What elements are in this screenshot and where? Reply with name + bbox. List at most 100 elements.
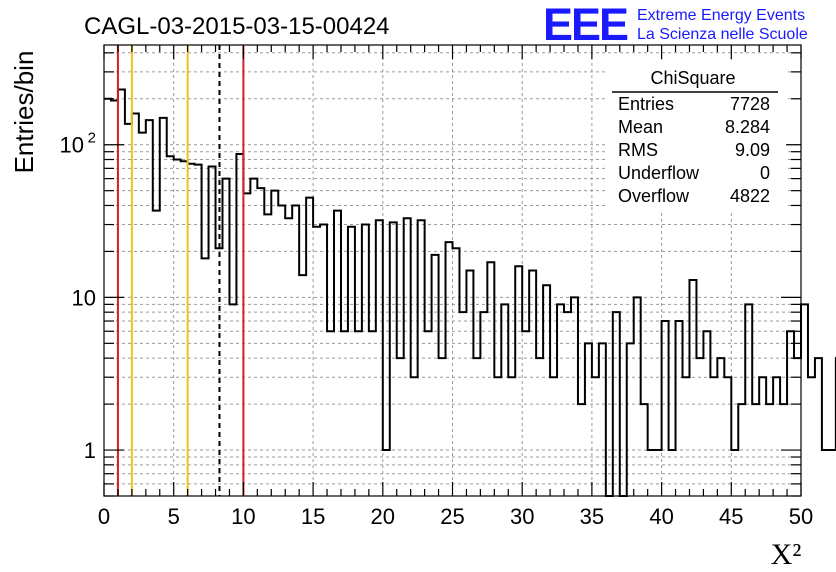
histogram-bin [550, 377, 557, 496]
histogram-bin [362, 225, 369, 496]
histogram-bin [696, 358, 703, 496]
histogram-bin [153, 211, 160, 496]
histogram-bin [655, 450, 662, 496]
stats-row-value: 0 [760, 163, 770, 183]
histogram-bin [195, 165, 202, 496]
histogram-bin [167, 156, 174, 496]
histogram-bin [759, 377, 766, 496]
stats-row-value: 4822 [730, 186, 770, 206]
histogram-bin [257, 188, 264, 496]
histogram-bin [411, 377, 418, 496]
histogram-bin [376, 220, 383, 496]
histogram-bin [390, 222, 397, 496]
histogram-bin [794, 358, 801, 496]
histogram-bin [181, 161, 188, 496]
histogram-bin [515, 266, 522, 496]
histogram-bin [243, 193, 250, 496]
x-axis-label: X² [771, 538, 802, 571]
histogram-bin [327, 331, 334, 496]
histogram-bin [404, 218, 411, 496]
histogram-bin [710, 377, 717, 496]
histogram-bin [229, 304, 236, 496]
histogram-bin [599, 343, 606, 496]
x-tick-label: 10 [231, 504, 255, 529]
histogram-bin [299, 275, 306, 496]
histogram-bin [480, 312, 487, 496]
x-tick-label: 0 [98, 504, 110, 529]
histogram-bin [501, 304, 508, 496]
histogram-bin [669, 450, 676, 496]
histogram-bin [508, 377, 515, 496]
histogram-bin [585, 343, 592, 496]
stats-row-label: Entries [618, 94, 674, 114]
y-tick-exponent: 2 [88, 130, 96, 147]
stats-box-title: ChiSquare [650, 68, 735, 88]
run-title: CAGL-03-2015-03-15-00424 [84, 13, 390, 40]
x-tick-label: 25 [440, 504, 464, 529]
histogram-bin [222, 179, 229, 496]
histogram-outline [104, 88, 836, 497]
x-tick-label: 45 [719, 504, 743, 529]
histogram-bin [446, 242, 453, 496]
histogram-bin [773, 377, 780, 496]
histogram-bin [292, 205, 299, 496]
histogram-bin [418, 220, 425, 496]
stats-box: ChiSquare Entries 7728 Mean 8.284 RMS 9.09 Und… [608, 60, 786, 210]
histogram-bin [383, 450, 390, 496]
histogram-bin [439, 358, 446, 496]
histogram-bin [738, 404, 745, 496]
histogram-bin [627, 343, 634, 496]
histogram-bin [731, 450, 738, 496]
histogram-bin [139, 133, 146, 496]
histogram-bin [369, 331, 376, 496]
histogram-bin [676, 321, 683, 496]
histogram-bin [132, 114, 139, 496]
histogram-bin [334, 211, 341, 496]
histogram-bin [264, 214, 271, 496]
stats-row-value: 9.09 [735, 140, 770, 160]
histogram-bin [487, 262, 494, 496]
histogram-bin [320, 225, 327, 496]
histogram-bin [641, 404, 648, 496]
grid-lines [104, 45, 801, 497]
stats-row-label: Overflow [618, 186, 690, 206]
histogram-bin [815, 358, 822, 496]
histogram-bin [745, 304, 752, 496]
histogram-bin [355, 331, 362, 496]
histogram-bin [648, 450, 655, 496]
histogram-bin [529, 271, 536, 497]
histogram-bin [543, 285, 550, 496]
histogram-bin [634, 297, 641, 496]
eee-logo-text: EEE [543, 0, 628, 50]
histogram-bin [808, 377, 815, 496]
histogram-bin [459, 312, 466, 496]
histogram-bin [494, 377, 501, 496]
histogram-bin [578, 404, 585, 496]
histogram-bin [285, 218, 292, 496]
histogram-bin [703, 331, 710, 496]
y-axis-label: Entries/bin [9, 51, 39, 174]
histogram-bin [202, 258, 209, 496]
histogram-bin [146, 120, 153, 496]
histogram-bin [662, 321, 669, 496]
histogram-bin [453, 248, 460, 496]
histogram-bin [752, 404, 759, 496]
histogram-bin [236, 154, 243, 496]
histogram-bin [822, 450, 829, 496]
histogram-bin [571, 297, 578, 496]
stats-row-label: Underflow [618, 163, 700, 183]
histogram-bin [536, 358, 543, 496]
histogram-bin [348, 227, 355, 496]
y-tick-label: 1 [84, 438, 96, 463]
histogram-bin [564, 312, 571, 496]
histogram-bin [306, 198, 313, 496]
x-tick-label: 15 [301, 504, 325, 529]
histogram-bin [683, 377, 690, 496]
histogram-bin [432, 255, 439, 496]
y-tick-label: 10 [60, 133, 84, 158]
stats-row-label: Mean [618, 117, 663, 137]
histogram-bin [125, 124, 132, 496]
histogram-bin [766, 404, 773, 496]
